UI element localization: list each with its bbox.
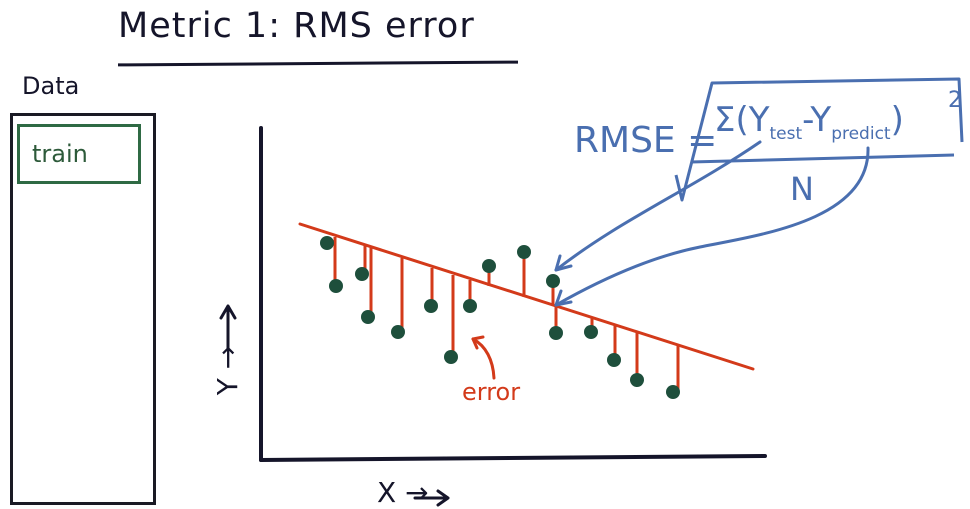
curved-arrow-icon — [471, 337, 496, 380]
error-segments — [333, 237, 680, 392]
formula-test-subscript: test — [769, 123, 803, 144]
formula-denominator: N — [790, 170, 814, 208]
data-point — [517, 245, 531, 259]
data-point — [630, 373, 644, 387]
data-point — [482, 259, 496, 273]
y-axis-label: Y → — [211, 345, 245, 396]
data-point — [607, 353, 621, 367]
data-point — [549, 326, 563, 340]
train-label: train — [32, 140, 88, 168]
formula-numerator: Σ(Ytest-Ypredict) — [714, 100, 904, 144]
formula-predict-subscript: predict — [831, 123, 891, 144]
rmse-label: RMSE = — [574, 120, 718, 161]
data-point — [463, 299, 477, 313]
data-point — [666, 385, 680, 399]
data-point — [391, 325, 405, 339]
formula-minus: -Y — [802, 100, 832, 140]
data-point — [444, 350, 458, 364]
curved-arrow-head — [471, 335, 485, 350]
formula-power: 2 — [948, 88, 962, 113]
data-point — [329, 279, 343, 293]
formula-test-arrow — [554, 140, 762, 272]
fraction-bar — [690, 153, 955, 164]
formula-predict-arrowhead — [554, 289, 573, 307]
x-axis-label: X → — [377, 476, 429, 509]
train-box — [17, 124, 141, 184]
formula-close: ) — [890, 100, 904, 140]
right-arrow-icon — [413, 489, 450, 507]
data-point — [361, 310, 375, 324]
regression-line — [298, 222, 755, 371]
formula-sum-open: Σ(Y — [714, 100, 770, 140]
data-point — [546, 274, 560, 288]
data-point — [320, 236, 334, 250]
formula-predict-arrow — [554, 146, 870, 307]
data-box — [10, 113, 156, 505]
data-point — [424, 299, 438, 313]
up-arrow-icon — [219, 304, 237, 352]
error-label: error — [462, 378, 521, 406]
data-point — [584, 325, 598, 339]
slide-title: Metric 1: RMS error — [118, 6, 475, 46]
data-points — [320, 236, 680, 399]
data-point — [355, 267, 369, 281]
formula-test-arrowhead — [554, 254, 573, 272]
x-axis-line — [259, 454, 767, 462]
data-label: Data — [22, 72, 80, 100]
